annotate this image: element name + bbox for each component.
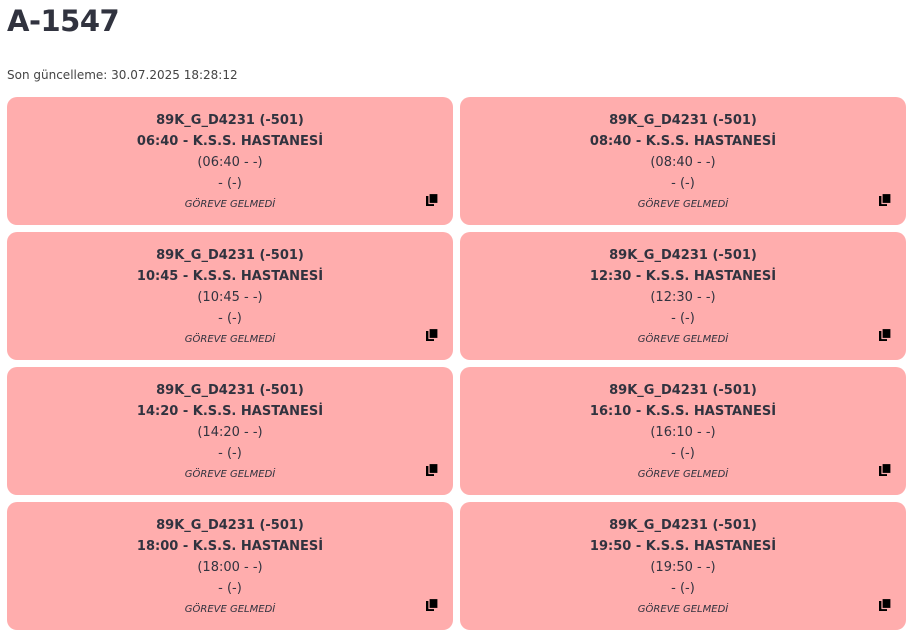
trip-status: GÖREVE GELMEDİ	[184, 334, 276, 345]
trip-code: 89K_G_D4231 (-501)	[156, 518, 304, 533]
trip-code: 89K_G_D4231 (-501)	[609, 113, 757, 128]
trip-driver: - (-)	[671, 446, 695, 461]
trip-times: (16:10 - -)	[650, 425, 716, 440]
trip-code: 89K_G_D4231 (-501)	[156, 113, 304, 128]
trip-status: GÖREVE GELMEDİ	[184, 469, 276, 480]
trip-time-place: 14:20 - K.S.S. HASTANESİ	[136, 404, 324, 419]
trip-driver: - (-)	[671, 311, 695, 326]
trip-status: GÖREVE GELMEDİ	[637, 334, 729, 345]
trip-card: 89K_G_D4231 (-501) 10:45 - K.S.S. HASTAN…	[7, 232, 453, 360]
trip-times: (12:30 - -)	[650, 290, 716, 305]
trip-driver: - (-)	[671, 581, 695, 596]
trip-card: 89K_G_D4231 (-501) 16:10 - K.S.S. HASTAN…	[460, 367, 906, 495]
trip-driver: - (-)	[218, 581, 242, 596]
trip-driver: - (-)	[218, 311, 242, 326]
trip-times: (08:40 - -)	[650, 155, 716, 170]
copy-icon[interactable]	[425, 598, 439, 612]
trip-code: 89K_G_D4231 (-501)	[609, 518, 757, 533]
trip-status: GÖREVE GELMEDİ	[184, 199, 276, 210]
copy-icon[interactable]	[425, 463, 439, 477]
trip-status: GÖREVE GELMEDİ	[184, 604, 276, 615]
trip-time-place: 16:10 - K.S.S. HASTANESİ	[589, 404, 777, 419]
trip-times: (06:40 - -)	[197, 155, 263, 170]
trip-times: (14:20 - -)	[197, 425, 263, 440]
trip-time-place: 10:45 - K.S.S. HASTANESİ	[136, 269, 324, 284]
last-update: Son güncelleme: 30.07.2025 18:28:12	[7, 68, 238, 82]
trip-time-place: 19:50 - K.S.S. HASTANESİ	[589, 539, 777, 554]
trip-time-place: 06:40 - K.S.S. HASTANESİ	[136, 134, 324, 149]
trip-card: 89K_G_D4231 (-501) 14:20 - K.S.S. HASTAN…	[7, 367, 453, 495]
trip-times: (18:00 - -)	[197, 560, 263, 575]
trip-status: GÖREVE GELMEDİ	[637, 469, 729, 480]
trip-driver: - (-)	[218, 176, 242, 191]
trip-code: 89K_G_D4231 (-501)	[156, 248, 304, 263]
copy-icon[interactable]	[878, 193, 892, 207]
copy-icon[interactable]	[878, 598, 892, 612]
trip-card: 89K_G_D4231 (-501) 18:00 - K.S.S. HASTAN…	[7, 502, 453, 630]
page-title: A-1547	[7, 4, 120, 38]
trip-time-place: 12:30 - K.S.S. HASTANESİ	[589, 269, 777, 284]
trip-code: 89K_G_D4231 (-501)	[609, 383, 757, 398]
trip-code: 89K_G_D4231 (-501)	[156, 383, 304, 398]
trip-card: 89K_G_D4231 (-501) 12:30 - K.S.S. HASTAN…	[460, 232, 906, 360]
trip-time-place: 08:40 - K.S.S. HASTANESİ	[589, 134, 777, 149]
trip-driver: - (-)	[218, 446, 242, 461]
copy-icon[interactable]	[878, 328, 892, 342]
trip-code: 89K_G_D4231 (-501)	[609, 248, 757, 263]
trip-card: 89K_G_D4231 (-501) 06:40 - K.S.S. HASTAN…	[7, 97, 453, 225]
card-grid: 89K_G_D4231 (-501) 06:40 - K.S.S. HASTAN…	[7, 97, 906, 630]
trip-times: (19:50 - -)	[650, 560, 716, 575]
copy-icon[interactable]	[425, 328, 439, 342]
copy-icon[interactable]	[425, 193, 439, 207]
trip-card: 89K_G_D4231 (-501) 19:50 - K.S.S. HASTAN…	[460, 502, 906, 630]
trip-time-place: 18:00 - K.S.S. HASTANESİ	[136, 539, 324, 554]
trip-card: 89K_G_D4231 (-501) 08:40 - K.S.S. HASTAN…	[460, 97, 906, 225]
trip-times: (10:45 - -)	[197, 290, 263, 305]
trip-status: GÖREVE GELMEDİ	[637, 604, 729, 615]
trip-driver: - (-)	[671, 176, 695, 191]
copy-icon[interactable]	[878, 463, 892, 477]
trip-status: GÖREVE GELMEDİ	[637, 199, 729, 210]
